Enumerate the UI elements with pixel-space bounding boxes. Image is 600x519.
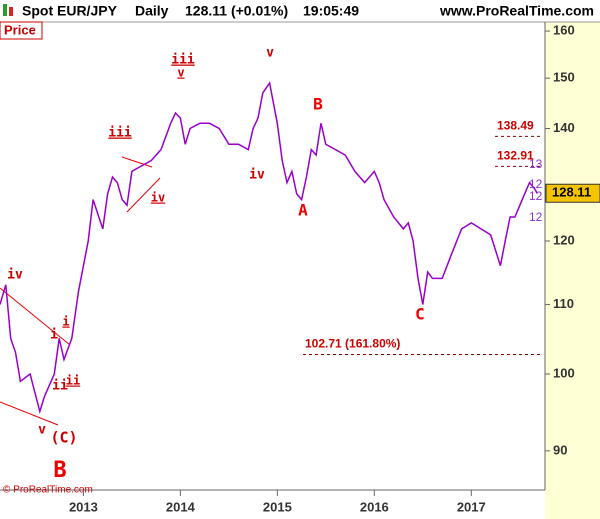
x-tick-label: 2017	[457, 499, 486, 514]
wave-label: iv	[249, 168, 265, 183]
wave-label: ii	[66, 374, 80, 388]
panel-label-box	[0, 21, 43, 40]
trendline	[0, 401, 59, 426]
x-tick-label: 2016	[360, 499, 389, 514]
wave-label: iii	[108, 126, 132, 141]
logo-bar	[3, 4, 7, 16]
wave-label: i	[50, 328, 58, 343]
wave-label: i	[62, 315, 69, 329]
copyright: © ProRealTime.com	[3, 485, 93, 496]
trendlines	[0, 156, 161, 426]
y-tick-label: 90	[553, 442, 567, 457]
y-tick-label: 160	[553, 23, 575, 38]
trendline	[126, 177, 161, 213]
axis-tag: 12	[529, 177, 543, 191]
trendline	[121, 156, 153, 168]
wave-label: C	[415, 305, 425, 324]
trendline	[0, 287, 71, 346]
axis-tag: 12	[529, 210, 543, 224]
wave-label: B	[53, 458, 66, 483]
time: 19:05:49	[303, 3, 359, 19]
quote: 128.11 (+0.01%)	[185, 3, 288, 19]
x-tick-label: 2013	[69, 499, 98, 514]
wave-label: v	[38, 423, 46, 438]
x-axis-panel	[0, 490, 545, 519]
wave-label: iv	[151, 191, 165, 205]
axis-tag: 13	[529, 157, 543, 171]
y-axis-panel	[545, 22, 600, 519]
y-tick-label: 100	[553, 365, 575, 380]
level-label: 138.49	[497, 119, 534, 133]
panel-label: Price	[4, 22, 36, 37]
wave-label: iv	[7, 268, 23, 283]
symbol: Spot EUR/JPY	[22, 3, 118, 19]
x-tick-label: 2015	[263, 499, 292, 514]
price-line	[0, 81, 538, 415]
logo-bar	[9, 7, 13, 16]
site: www.ProRealTime.com	[439, 3, 594, 19]
level-label: 102.71 (161.80%)	[305, 337, 400, 351]
wave-label: A	[298, 201, 308, 220]
y-tick-label: 110	[553, 296, 574, 311]
axis-tag: 12	[529, 189, 543, 203]
wave-label: v	[266, 46, 274, 61]
period: Daily	[135, 3, 169, 19]
y-tick-label: 120	[553, 232, 575, 247]
last-price-label: 128.11	[552, 185, 591, 200]
wave-label: ii	[52, 379, 68, 394]
y-tick-label: 140	[553, 120, 575, 135]
x-tick-label: 2014	[166, 499, 196, 514]
wave-label: B	[313, 95, 323, 114]
y-tick-label: 150	[553, 70, 575, 85]
wave-label: v	[177, 66, 184, 80]
level-label: 132.91	[497, 149, 534, 163]
wave-label: iii	[171, 53, 195, 68]
wave-label: (C)	[50, 429, 77, 447]
last-price-box	[545, 183, 600, 203]
